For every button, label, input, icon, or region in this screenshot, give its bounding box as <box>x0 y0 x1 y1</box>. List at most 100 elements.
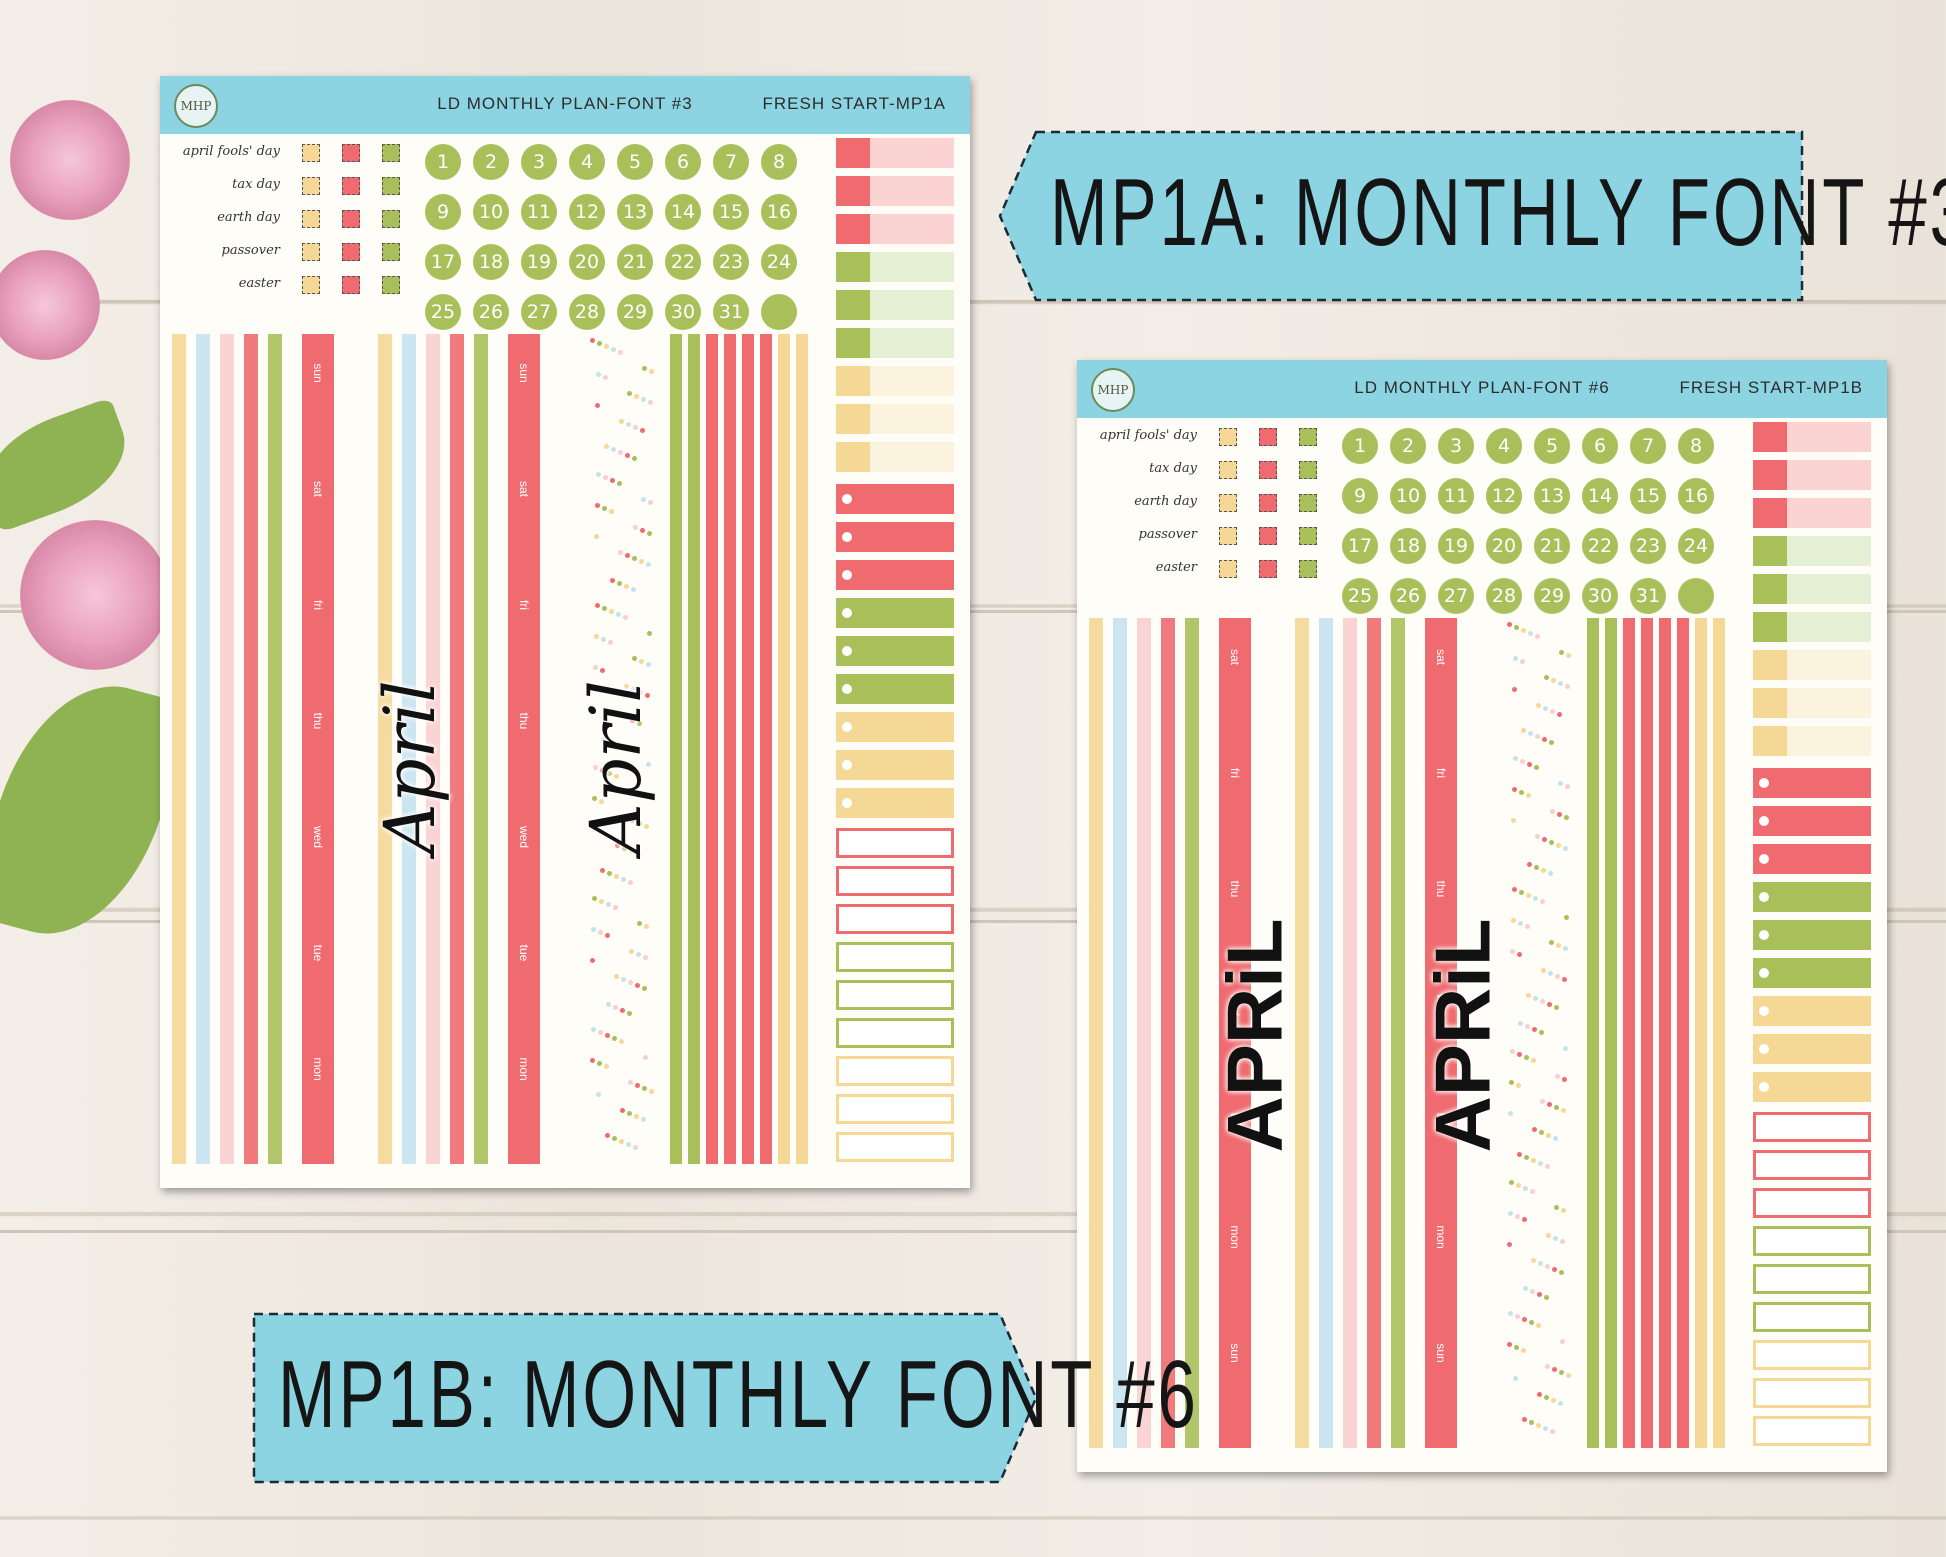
confetti-dot <box>1540 899 1545 904</box>
date-circle: 9 <box>425 194 461 230</box>
confetti-dot <box>1560 1239 1565 1244</box>
holiday-label: passover <box>221 243 281 258</box>
confetti-dot <box>1545 1264 1550 1269</box>
confetti-dot <box>608 640 613 645</box>
circle-dot <box>842 570 852 580</box>
confetti-dot <box>1531 1058 1536 1063</box>
date-circle: 15 <box>1630 478 1666 514</box>
confetti-dot <box>613 1005 618 1010</box>
long-bar-sticker <box>760 334 772 1164</box>
outline-box-sticker <box>1753 1378 1871 1408</box>
confetti-dot <box>1543 706 1548 711</box>
checkbox-sticker <box>1259 461 1277 479</box>
weekday-label: sun <box>311 363 325 383</box>
confetti-dot <box>644 824 649 829</box>
confetti-dot <box>1522 1317 1527 1322</box>
confetti-dot <box>1508 1211 1513 1216</box>
confetti-dot <box>1514 1345 1519 1350</box>
confetti-dot <box>645 693 650 698</box>
circle-dot <box>842 684 852 694</box>
date-circle: 6 <box>1582 428 1618 464</box>
confetti-dot <box>641 397 646 402</box>
confetti-dot <box>637 821 642 826</box>
confetti-dot <box>1513 756 1518 761</box>
date-circle: 30 <box>1582 578 1618 614</box>
tab-sticker-accent <box>836 176 870 206</box>
checkbox-sticker <box>342 210 360 228</box>
confetti-dot <box>629 949 634 954</box>
confetti-dot <box>1516 1183 1521 1188</box>
confetti-dot <box>647 631 652 636</box>
confetti-dot <box>1522 1417 1527 1422</box>
washi-stripe <box>1343 618 1357 1448</box>
confetti-dot <box>1558 781 1563 786</box>
outline-box-sticker <box>1753 1226 1871 1256</box>
confetti-dot <box>1558 681 1563 686</box>
circle-dot <box>1759 816 1769 826</box>
confetti-dot <box>643 1055 648 1060</box>
confetti-dot <box>1566 1373 1571 1378</box>
confetti-dot <box>1524 1055 1529 1060</box>
confetti-dot <box>624 584 629 589</box>
confetti-dot <box>619 1039 624 1044</box>
confetti-dot <box>1517 1052 1522 1057</box>
confetti-dot <box>596 1092 601 1097</box>
confetti-dot <box>635 983 640 988</box>
date-circle: 30 <box>665 294 701 330</box>
circle-dot <box>1759 1006 1769 1016</box>
confetti-dot <box>1564 815 1569 820</box>
confetti-dot <box>1526 793 1531 798</box>
confetti-dot <box>1557 812 1562 817</box>
confetti-dot <box>1523 1186 1528 1191</box>
confetti-dot <box>1509 1080 1514 1085</box>
confetti-dot <box>619 419 624 424</box>
date-circle: 8 <box>761 144 797 180</box>
confetti-dot <box>634 394 639 399</box>
long-bar-sticker <box>742 334 754 1164</box>
confetti-dot <box>598 930 603 935</box>
confetti-dot <box>625 453 630 458</box>
date-circle: 3 <box>1438 428 1474 464</box>
washi-stripe <box>1367 618 1381 1448</box>
mhp-logo: MHP <box>174 84 218 128</box>
sheet-code: FRESH START-MP1B <box>1679 378 1863 397</box>
confetti-dot <box>609 709 614 714</box>
circle-dot <box>842 608 852 618</box>
confetti-dot <box>1559 1270 1564 1275</box>
outline-box-sticker <box>1753 1302 1871 1332</box>
outline-box-sticker <box>1753 1188 1871 1218</box>
confetti-dot <box>1509 1180 1514 1185</box>
date-circle: 4 <box>1486 428 1522 464</box>
washi-stripe <box>172 334 186 1164</box>
confetti-dot <box>1515 1214 1520 1219</box>
confetti-dot <box>1540 999 1545 1004</box>
confetti-dot <box>1507 1342 1512 1347</box>
confetti-dot <box>1541 968 1546 973</box>
date-circle: 1 <box>1342 428 1378 464</box>
confetti-dot <box>1553 1236 1558 1241</box>
tab-sticker-accent <box>836 366 870 396</box>
pink-flower <box>10 100 130 220</box>
tab-sticker-accent <box>1753 498 1787 528</box>
confetti-dot <box>597 1061 602 1066</box>
washi-stripe <box>450 334 464 1164</box>
date-circle: 18 <box>473 244 509 280</box>
confetti-dot <box>1562 977 1567 982</box>
week-strip <box>1425 618 1457 1448</box>
confetti-dot <box>640 528 645 533</box>
confetti-dot <box>1555 1074 1560 1079</box>
mhp-logo: MHP <box>1091 368 1135 412</box>
date-circle: 11 <box>1438 478 1474 514</box>
confetti-dot <box>616 612 621 617</box>
confetti-dot <box>1538 1161 1543 1166</box>
confetti-dot <box>608 740 613 745</box>
weekday-label: wed <box>517 825 531 848</box>
confetti-dot <box>646 662 651 667</box>
date-circle: 7 <box>713 144 749 180</box>
checkbox-sticker <box>1219 527 1237 545</box>
outline-box-sticker <box>836 980 954 1010</box>
confetti-dot <box>591 827 596 832</box>
confetti-dot <box>617 581 622 586</box>
confetti-dot <box>1536 1323 1541 1328</box>
confetti-dot <box>1507 1242 1512 1247</box>
